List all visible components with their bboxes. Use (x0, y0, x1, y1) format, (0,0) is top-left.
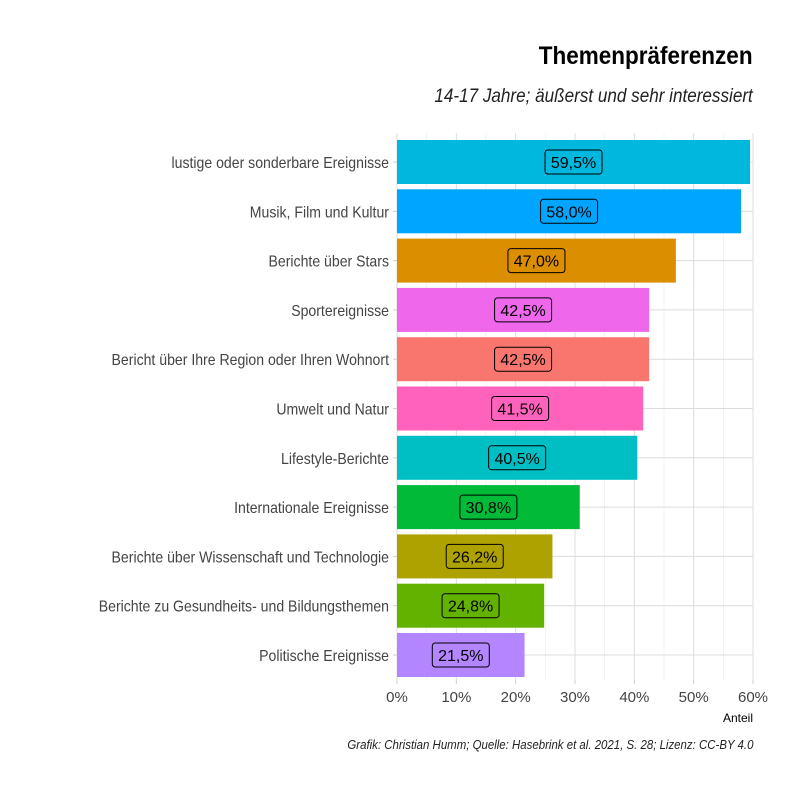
chart-title: Themenpräferenzen (539, 42, 753, 70)
data-label-box (544, 149, 603, 175)
bar (397, 534, 553, 579)
data-label: 26,2% (452, 549, 497, 566)
chart-subtitle: 14-17 Jahre; äußerst und sehr interessie… (434, 86, 753, 107)
data-label: 59,5% (551, 155, 596, 172)
x-tick-label: 40% (619, 689, 649, 706)
category-label: Berichte über Stars (269, 253, 389, 271)
category-label: Politische Ereignisse (259, 647, 389, 665)
category-label: Berichte über Wissenschaft und Technolog… (112, 549, 389, 567)
data-label: 40,5% (494, 451, 539, 468)
data-label: 42,5% (500, 303, 545, 320)
data-label: 24,8% (448, 599, 493, 616)
bar (397, 189, 742, 234)
data-label: 21,5% (438, 648, 483, 665)
data-label-box (488, 445, 547, 471)
data-label-box (445, 543, 504, 569)
category-label: Internationale Ereignisse (234, 499, 389, 517)
data-label: 58,0% (546, 204, 591, 221)
category-label: lustige oder sonderbare Ereignisse (172, 154, 389, 172)
data-label: 47,0% (514, 254, 559, 271)
data-label-box (459, 494, 518, 520)
x-tick-label: 30% (560, 689, 590, 706)
data-label: 30,8% (466, 500, 511, 517)
chart-caption: Grafik: Christian Humm; Quelle: Hasebrin… (346, 737, 753, 752)
bar (397, 287, 650, 332)
bar (397, 485, 580, 530)
x-tick-label: 10% (441, 689, 471, 706)
x-tick-label: 0% (386, 689, 408, 706)
data-label-box (431, 642, 490, 668)
bar (397, 386, 644, 431)
data-label-box (507, 248, 566, 274)
bar (397, 238, 676, 283)
x-tick-label: 60% (738, 689, 768, 706)
category-label: Sportereignisse (291, 302, 389, 320)
bar (397, 337, 650, 382)
data-label: 41,5% (497, 402, 542, 419)
x-tick-label: 20% (501, 689, 531, 706)
bar (397, 583, 545, 628)
data-label-box (441, 593, 500, 619)
category-label: Lifestyle-Berichte (281, 450, 389, 468)
data-label-box (491, 396, 550, 421)
data-label-box (494, 297, 553, 323)
x-axis-label: Anteil (723, 711, 753, 725)
data-label: 42,5% (500, 352, 545, 369)
category-label: Berichte zu Gesundheits- und Bildungsthe… (99, 598, 389, 616)
bar (397, 140, 751, 184)
bar (397, 435, 638, 480)
data-label-box (540, 198, 599, 224)
category-label: Umwelt und Natur (276, 401, 389, 419)
category-label: Bericht über Ihre Region oder Ihren Wohn… (112, 351, 390, 369)
bar (397, 633, 525, 677)
data-label-box (494, 346, 553, 372)
x-tick-label: 50% (679, 689, 709, 706)
category-label: Musik, Film und Kultur (250, 203, 389, 221)
